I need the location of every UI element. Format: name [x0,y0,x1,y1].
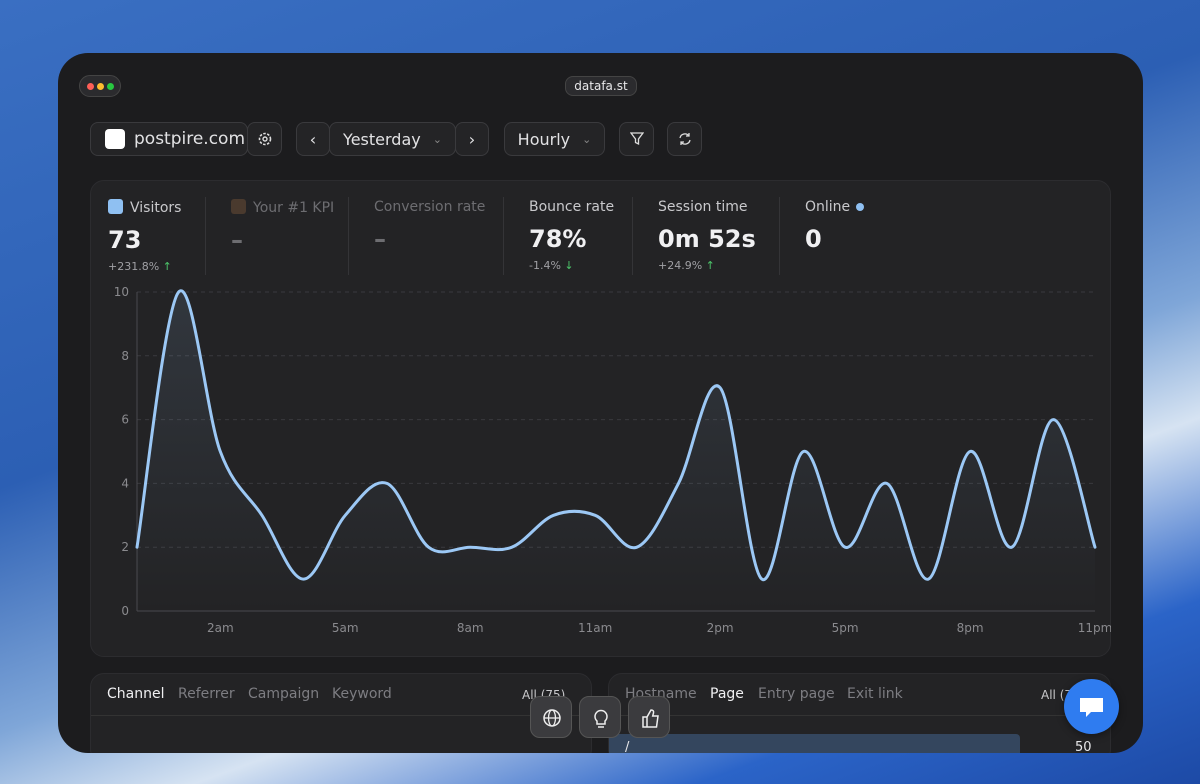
period-selector[interactable]: Yesterday ⌄ [329,122,456,156]
metric-value: – [374,225,386,253]
prev-button[interactable]: ‹ [296,122,330,156]
metric[interactable]: Bounce rate 78% -1.4% ↓ [529,199,614,272]
row-bar[interactable]: / [609,734,1020,753]
window-controls[interactable] [79,75,121,97]
divider [205,197,206,275]
gear-icon [258,132,271,146]
metric[interactable]: Conversion rate – [374,199,485,253]
chart: 0 2 4 6 8 10 2am 5am 8am 11am 2pm 5pm 8pm 11pm [114,285,1111,635]
metric-label: Session time [658,199,748,215]
x-tick-label: 2am [207,621,234,635]
checkbox[interactable] [231,199,246,214]
metric-value: – [231,226,243,254]
row-label: / [625,740,630,753]
idea-button[interactable] [579,696,621,738]
area-fill [137,290,1095,611]
tab[interactable]: Referrer [178,686,235,702]
next-button[interactable]: › [455,122,489,156]
metric-value: 0m 52s [658,225,756,253]
metric-label: Visitors [130,200,182,216]
separator [609,715,1110,716]
metric-value: 78% [529,225,587,253]
settings-button[interactable] [247,122,282,156]
site-selector[interactable]: postpire.com [90,122,248,156]
thumb-icon [642,709,659,728]
metric-change: +231.8% [108,260,160,273]
refresh-button[interactable] [667,122,702,156]
x-tick-label: 5pm [832,621,859,635]
x-tick-label: 11pm [1078,621,1111,635]
bulb-icon [594,709,608,728]
site-name: postpire.com [134,129,246,149]
app-window: datafa.st postpire.com ‹ Yesterday ⌄ › Ho… [58,53,1143,753]
down-arrow: ↓ [564,259,574,272]
filter-icon [629,132,644,146]
y-tick-label: 6 [121,413,129,427]
y-tick-label: 4 [121,476,129,490]
online-dot [856,203,865,211]
chevron: ⌄ [432,132,442,146]
y-tick-label: 10 [114,285,129,299]
y-tick-label: 2 [121,540,129,554]
granularity-label: Hourly [517,129,571,149]
metric-value: 0 [805,225,822,253]
chevron: ⌄ [582,132,592,146]
metric-label: Online [805,199,851,215]
address-bar[interactable]: datafa.st [565,76,637,96]
channel-panel: Channel Referrer Campaign Keyword All (7… [90,673,592,753]
metric-label: Bounce rate [529,199,615,215]
y-tick-label: 0 [121,604,129,618]
divider [348,197,349,275]
tab[interactable]: Entry page [758,686,835,702]
y-tick-label: 8 [121,349,129,363]
minimize-dot[interactable] [97,83,104,90]
zoom-dot[interactable] [107,83,114,90]
metric[interactable]: Visitors 73 +231.8% ↑ [108,199,181,273]
granularity-selector[interactable]: Hourly ⌄ [504,122,605,156]
x-tick-label: 11am [578,621,612,635]
filter-button[interactable] [619,122,654,156]
chat-icon [1080,698,1103,717]
x-tick-label: 5am [332,621,359,635]
site-logo [105,129,125,149]
x-tick-label: 8am [457,621,484,635]
divider [779,197,780,275]
feedback-button[interactable] [628,696,670,738]
divider [632,197,633,275]
chat-button[interactable] [1064,679,1119,734]
metric[interactable]: Online 0 [805,199,865,253]
tab[interactable]: Keyword [332,686,392,702]
x-tick-label: 2pm [707,621,734,635]
page-panel: Hostname Page Entry page Exit link All (… [608,673,1111,753]
tab[interactable]: Campaign [248,686,320,702]
x-tick-label: 8pm [957,621,984,635]
up-arrow: ↑ [705,259,715,272]
globe-icon [543,709,561,727]
refresh-icon [678,133,691,145]
checkbox[interactable] [108,199,123,214]
metric[interactable]: Session time 0m 52s +24.9% ↑ [658,199,756,272]
metric-label: Your #1 KPI [253,200,335,216]
divider [503,197,504,275]
tab[interactable]: Channel [107,686,165,702]
close-dot[interactable] [87,83,94,90]
metric-label: Conversion rate [374,199,486,215]
period-label: Yesterday [343,129,421,149]
row-value: 50 [1075,740,1092,753]
separator [91,715,591,716]
chart-card: Visitors 73 +231.8% ↑ Your #1 KPI – Conv… [90,180,1111,657]
metric-change: -1.4% [529,259,561,272]
up-arrow: ↑ [162,260,172,273]
line [135,289,1097,581]
metric[interactable]: Your #1 KPI – [231,199,334,254]
tab[interactable]: Exit link [847,686,903,702]
globe-button[interactable] [530,696,572,738]
tab[interactable]: Page [710,686,744,702]
metric-value: 73 [108,226,142,254]
metric-change: +24.9% [658,259,703,272]
